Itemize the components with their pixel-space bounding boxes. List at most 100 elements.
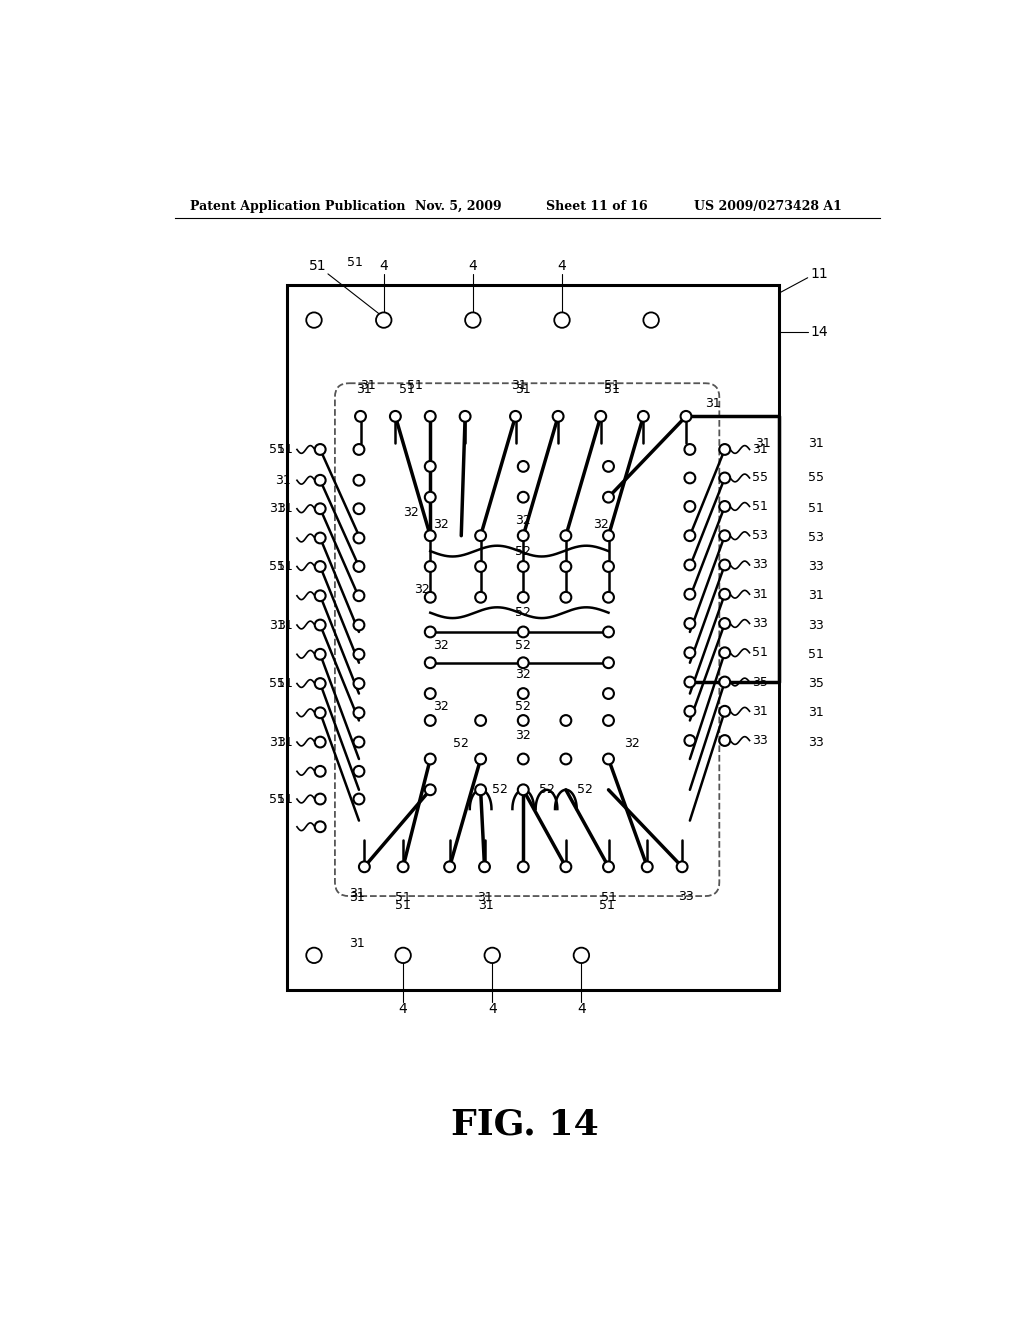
Circle shape bbox=[353, 503, 365, 513]
Circle shape bbox=[314, 590, 326, 601]
Circle shape bbox=[359, 862, 370, 873]
Circle shape bbox=[314, 708, 326, 718]
Circle shape bbox=[314, 821, 326, 832]
Text: 31: 31 bbox=[269, 619, 286, 631]
Circle shape bbox=[314, 475, 326, 486]
Circle shape bbox=[425, 754, 435, 764]
Circle shape bbox=[603, 715, 614, 726]
Text: 31: 31 bbox=[752, 587, 768, 601]
Text: 32: 32 bbox=[515, 668, 531, 681]
Text: 31: 31 bbox=[349, 937, 365, 950]
Circle shape bbox=[425, 688, 435, 700]
Text: 31: 31 bbox=[278, 502, 293, 515]
Circle shape bbox=[518, 531, 528, 541]
Text: 52: 52 bbox=[539, 783, 554, 796]
Circle shape bbox=[684, 473, 695, 483]
Circle shape bbox=[425, 561, 435, 572]
Text: 4: 4 bbox=[487, 1002, 497, 1016]
Text: 31: 31 bbox=[809, 437, 824, 450]
Circle shape bbox=[560, 531, 571, 541]
Circle shape bbox=[560, 862, 571, 873]
Circle shape bbox=[353, 619, 365, 631]
Circle shape bbox=[603, 657, 614, 668]
Circle shape bbox=[681, 411, 691, 422]
Circle shape bbox=[684, 706, 695, 717]
Text: 33: 33 bbox=[809, 560, 824, 573]
Circle shape bbox=[554, 313, 569, 327]
Text: 51: 51 bbox=[395, 891, 411, 904]
Text: 31: 31 bbox=[478, 899, 494, 912]
Text: 31: 31 bbox=[278, 619, 293, 631]
Circle shape bbox=[603, 688, 614, 700]
Text: 31: 31 bbox=[360, 379, 376, 392]
Text: 53: 53 bbox=[809, 531, 824, 544]
Text: 31: 31 bbox=[809, 706, 824, 719]
Text: 52: 52 bbox=[515, 700, 531, 713]
Circle shape bbox=[573, 948, 589, 964]
Circle shape bbox=[425, 591, 435, 603]
Circle shape bbox=[518, 784, 528, 795]
Circle shape bbox=[684, 531, 695, 541]
Text: 51: 51 bbox=[309, 259, 327, 273]
Bar bbox=[287, 285, 779, 990]
Circle shape bbox=[353, 561, 365, 572]
Text: 32: 32 bbox=[415, 583, 430, 597]
Circle shape bbox=[314, 503, 326, 513]
Circle shape bbox=[353, 590, 365, 601]
Circle shape bbox=[425, 784, 435, 795]
Text: 32: 32 bbox=[593, 517, 608, 531]
Circle shape bbox=[518, 715, 528, 726]
Text: 31: 31 bbox=[476, 891, 493, 904]
Circle shape bbox=[355, 411, 366, 422]
Circle shape bbox=[353, 649, 365, 660]
Text: 31: 31 bbox=[349, 887, 365, 900]
Circle shape bbox=[719, 444, 730, 455]
Circle shape bbox=[353, 766, 365, 776]
Text: 51: 51 bbox=[269, 792, 286, 805]
Circle shape bbox=[475, 531, 486, 541]
Circle shape bbox=[595, 411, 606, 422]
Circle shape bbox=[353, 678, 365, 689]
Text: 52: 52 bbox=[515, 639, 531, 652]
Circle shape bbox=[603, 591, 614, 603]
Text: 31: 31 bbox=[269, 502, 286, 515]
Circle shape bbox=[475, 715, 486, 726]
Circle shape bbox=[560, 561, 571, 572]
Text: 51: 51 bbox=[604, 383, 621, 396]
Text: 32: 32 bbox=[515, 730, 531, 742]
Circle shape bbox=[314, 793, 326, 804]
Circle shape bbox=[518, 657, 528, 668]
Circle shape bbox=[353, 532, 365, 544]
Text: 32: 32 bbox=[433, 639, 449, 652]
Circle shape bbox=[518, 492, 528, 503]
Text: 51: 51 bbox=[399, 383, 415, 396]
Text: 4: 4 bbox=[558, 259, 566, 273]
Circle shape bbox=[390, 411, 400, 422]
Text: US 2009/0273428 A1: US 2009/0273428 A1 bbox=[693, 199, 842, 213]
Circle shape bbox=[643, 313, 658, 327]
Circle shape bbox=[444, 862, 455, 873]
Text: 52: 52 bbox=[515, 606, 531, 619]
Circle shape bbox=[684, 647, 695, 659]
Text: 32: 32 bbox=[433, 700, 449, 713]
Circle shape bbox=[395, 948, 411, 964]
Circle shape bbox=[518, 754, 528, 764]
Text: 51: 51 bbox=[809, 648, 824, 661]
Circle shape bbox=[684, 502, 695, 512]
Circle shape bbox=[719, 473, 730, 483]
Text: 31: 31 bbox=[752, 444, 768, 455]
Text: 51: 51 bbox=[269, 560, 286, 573]
Circle shape bbox=[425, 627, 435, 638]
Text: 51: 51 bbox=[809, 502, 824, 515]
Text: Sheet 11 of 16: Sheet 11 of 16 bbox=[547, 199, 648, 213]
Circle shape bbox=[518, 627, 528, 638]
Circle shape bbox=[475, 754, 486, 764]
Circle shape bbox=[314, 561, 326, 572]
Circle shape bbox=[314, 444, 326, 455]
Circle shape bbox=[684, 444, 695, 455]
Text: 4: 4 bbox=[379, 259, 388, 273]
Circle shape bbox=[460, 411, 471, 422]
Text: 4: 4 bbox=[577, 1002, 586, 1016]
Text: 31: 31 bbox=[809, 589, 824, 602]
Circle shape bbox=[314, 619, 326, 631]
